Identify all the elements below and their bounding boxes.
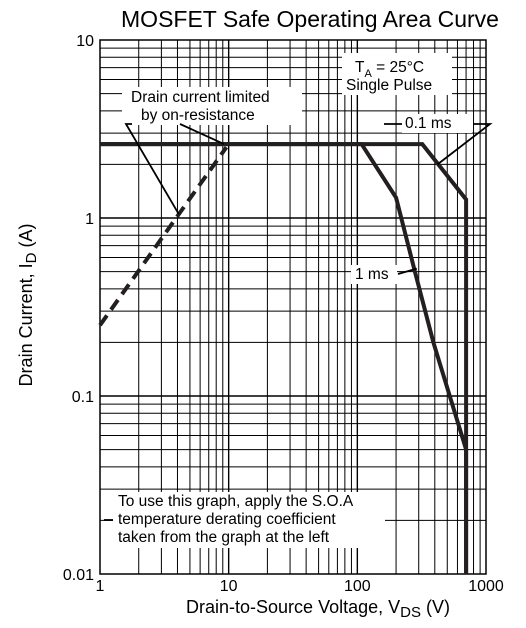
conditions-temp: TA = 25°C [355,59,424,80]
y-tick-label: 10 [76,33,94,50]
ron-leader-to-dashed [124,123,180,215]
grid [99,39,487,575]
curves [98,142,469,574]
conditions-pulse: Single Pulse [346,77,432,94]
label-1ms: 1 ms [355,266,389,283]
label-1ms-box [351,265,397,284]
note-line1: To use this graph, apply the S.O.A [118,493,354,510]
plot-frame [99,39,487,575]
ron-label-box [122,87,302,125]
label-01ms-box [402,114,472,133]
label-1ms-leader-to-curve [397,267,418,275]
x-tick-label: 10 [220,578,238,595]
tick-labels: 1 10 100 1000 0.01 0.1 1 10 [63,33,504,595]
note-line3: taken from the graph at the left [118,529,330,546]
note-line2: temperature derating coefficient [118,511,336,528]
label-01ms-leader-to-curve [436,123,493,166]
conditions-box [342,53,452,95]
ron-leader-to-limit [179,123,225,145]
series-line-3 [100,142,469,574]
x-tick-label: 1000 [468,578,504,595]
annotation-leaders [104,123,493,521]
series-line-1 [98,146,229,327]
chart-title: MOSFET Safe Operating Area Curve [121,6,499,32]
y-axis-label: Drain Current, ID (A) [16,224,40,387]
y-tick-label: 0.01 [63,567,94,584]
ron-label-line2: by on-resistance [141,107,255,124]
y-tick-label: 1 [85,211,94,228]
x-axis-label: Drain-to-Source Voltage, VDS (V) [186,597,450,621]
ron-label-line1: Drain current limited [131,89,270,106]
x-tick-label: 100 [344,578,371,595]
y-tick-label: 0.1 [72,389,94,406]
note-box [113,492,385,548]
x-tick-label: 1 [96,578,105,595]
label-01ms: 0.1 ms [405,115,452,132]
